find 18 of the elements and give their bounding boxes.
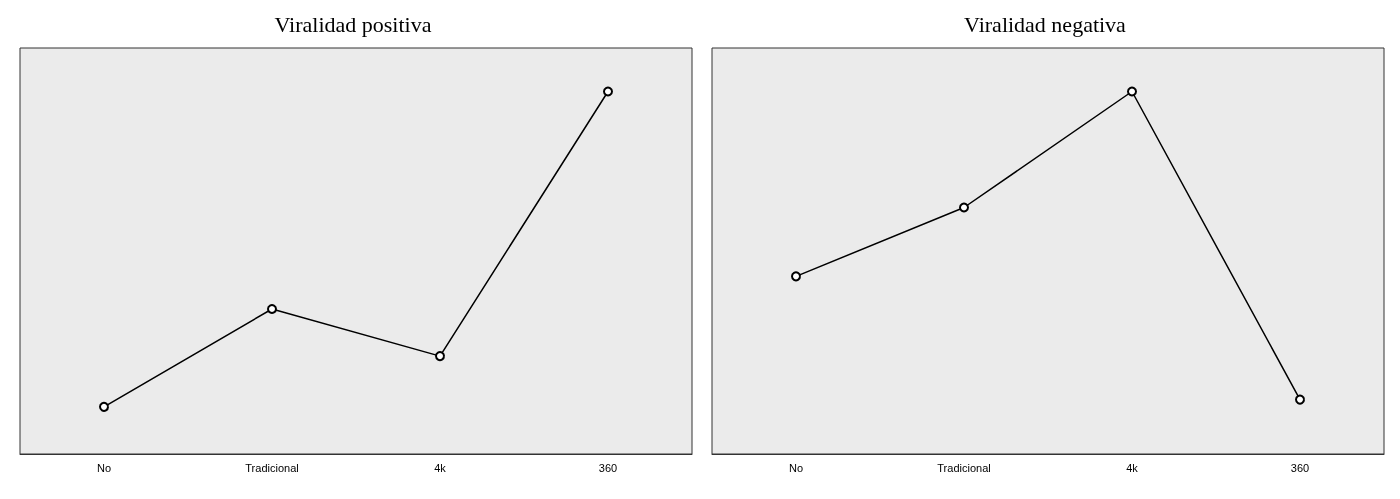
x-tick-label: 360: [1290, 461, 1310, 474]
x-tick-label: No: [96, 461, 112, 474]
x-tick-label: Tradicional: [937, 461, 991, 474]
x-tick-label: 360: [598, 461, 618, 474]
x-tick-label: 4k: [1126, 461, 1139, 474]
point: [1127, 86, 1137, 97]
point: [791, 271, 801, 282]
point: [267, 304, 277, 314]
x-tick-label: 4k: [434, 461, 447, 474]
chart-title: Viralidad negativa: [964, 11, 1127, 37]
point: [435, 351, 445, 362]
point: [1295, 394, 1305, 405]
point: [959, 202, 969, 213]
x-tick-label: Tradicional: [245, 461, 299, 474]
chart-title: Viralidad positiva: [274, 11, 432, 37]
point: [99, 401, 109, 412]
point: [603, 86, 613, 97]
x-tick-label: No: [788, 461, 804, 474]
